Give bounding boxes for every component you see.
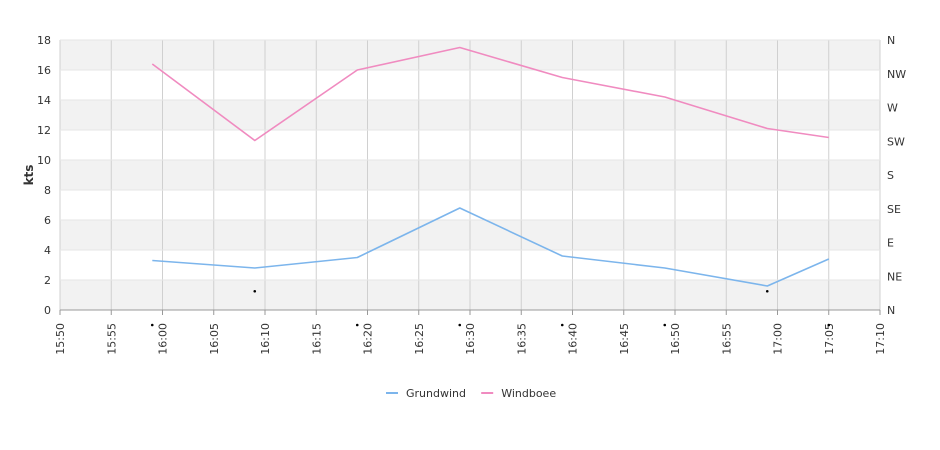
legend[interactable]: Grundwind Windboee — [386, 387, 556, 400]
legend-item-windboee[interactable]: Windboee — [481, 387, 556, 400]
direction-point — [150, 323, 154, 327]
x-tick-label: 16:50 — [669, 323, 682, 355]
x-tick-label: 16:30 — [464, 323, 477, 355]
y-tick-label: 18 — [37, 34, 51, 47]
x-tick-label: 17:10 — [874, 323, 887, 355]
y2-tick-label: SE — [887, 203, 901, 216]
direction-point — [355, 323, 359, 327]
y-tick-label: 12 — [37, 124, 51, 137]
y-tick-label: 0 — [44, 304, 51, 317]
y2-tick-label: N — [887, 304, 895, 317]
y2-tick-label: NW — [887, 68, 906, 81]
x-tick-label: 16:25 — [413, 323, 426, 355]
direction-point — [253, 289, 257, 293]
x-tick-label: 16:05 — [208, 323, 221, 355]
y-tick-label: 2 — [44, 274, 51, 287]
legend-label: Grundwind — [406, 387, 466, 400]
series-line-windboee — [151, 46, 829, 142]
y-axis-right: N NE E SE S SW W NW N — [887, 34, 906, 317]
x-axis: 15:50 15:55 16:00 16:05 16:10 16:15 16:20 16:25… — [54, 309, 887, 355]
y2-tick-label: E — [887, 237, 894, 250]
x-tick-label: 15:50 — [54, 323, 67, 355]
y2-tick-label: W — [887, 102, 898, 115]
x-tick-label: 17:05 — [823, 323, 836, 355]
direction-point — [827, 323, 831, 327]
direction-markers — [150, 289, 831, 327]
vertical-gridlines — [59, 40, 881, 310]
y2-tick-label: SW — [887, 135, 905, 148]
y-tick-label: 8 — [44, 184, 51, 197]
x-tick-label: 16:10 — [259, 323, 272, 355]
x-tick-label: 16:55 — [720, 323, 733, 355]
x-tick-label: 16:00 — [157, 323, 170, 355]
y-tick-label: 4 — [44, 244, 51, 257]
x-tick-label: 15:55 — [105, 323, 118, 355]
y2-tick-label: NE — [887, 270, 902, 283]
x-tick-label: 17:00 — [772, 323, 785, 355]
series-line-grundwind — [152, 207, 830, 287]
y-axis-label: kts — [22, 165, 36, 186]
direction-point — [560, 323, 564, 327]
x-tick-label: 16:35 — [515, 323, 528, 355]
direction-point — [765, 289, 769, 293]
direction-point — [663, 323, 667, 327]
series-lines — [151, 46, 830, 287]
legend-item-grundwind[interactable]: Grundwind — [386, 387, 466, 400]
x-tick-label: 16:40 — [567, 323, 580, 355]
y-tick-label: 16 — [37, 64, 51, 77]
direction-point — [458, 323, 462, 327]
x-tick-label: 16:15 — [310, 323, 323, 355]
x-tick-label: 16:20 — [362, 323, 375, 355]
y-tick-label: 10 — [37, 154, 51, 167]
y-tick-label: 14 — [37, 94, 51, 107]
y-tick-label: 6 — [44, 214, 51, 227]
x-tick-label: 16:45 — [618, 323, 631, 355]
legend-label: Windboee — [501, 387, 556, 400]
y-axis-left: 0 2 4 6 8 10 12 14 16 18 — [37, 34, 51, 317]
y2-tick-label: N — [887, 34, 895, 47]
y2-tick-label: S — [887, 169, 894, 182]
